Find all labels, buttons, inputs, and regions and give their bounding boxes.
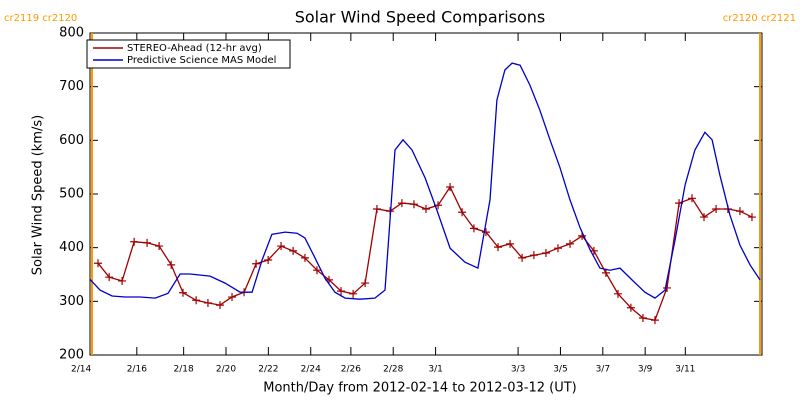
series-marker bbox=[143, 238, 152, 247]
y-axis-label: Solar Wind Speed (km/s) bbox=[31, 115, 46, 275]
series-marker bbox=[167, 260, 176, 269]
y-tick-label: 200 bbox=[59, 348, 84, 363]
series-marker bbox=[638, 313, 647, 322]
series-marker bbox=[361, 279, 370, 288]
series-marker bbox=[155, 242, 164, 251]
series-marker bbox=[541, 249, 550, 258]
series-marker bbox=[300, 253, 309, 262]
x-tick-label: 3/11 bbox=[675, 365, 695, 375]
x-tick-label: 2/16 bbox=[127, 365, 147, 375]
series-marker bbox=[130, 237, 139, 246]
carrington-label: cr2119 cr2120 bbox=[4, 13, 77, 24]
series-marker bbox=[178, 288, 187, 297]
series-marker bbox=[481, 228, 490, 237]
y-tick-label: 400 bbox=[59, 240, 84, 255]
series-marker bbox=[118, 276, 127, 285]
x-tick-label: 2/22 bbox=[258, 365, 278, 375]
series-marker bbox=[529, 251, 538, 260]
series-marker bbox=[264, 256, 273, 265]
series-marker bbox=[203, 298, 212, 307]
series-marker bbox=[349, 289, 358, 298]
series-marker bbox=[626, 303, 635, 312]
x-tick-label: 2/14 bbox=[71, 365, 91, 375]
series-marker bbox=[422, 205, 430, 214]
series-marker bbox=[372, 205, 381, 214]
y-tick-label: 800 bbox=[59, 26, 84, 41]
carrington-label: cr2120 cr2121 bbox=[723, 13, 796, 24]
series-marker bbox=[105, 273, 114, 282]
series-marker bbox=[458, 208, 467, 217]
legend: STEREO-Ahead (12-hr avg)Predictive Scien… bbox=[86, 39, 291, 69]
x-tick-label: 3/1 bbox=[428, 365, 442, 375]
series-line bbox=[89, 62, 761, 300]
x-tick-label: 3/5 bbox=[553, 365, 567, 375]
x-tick-label: 2/20 bbox=[216, 365, 236, 375]
series-marker bbox=[650, 316, 659, 325]
series-marker bbox=[613, 289, 622, 298]
series-marker bbox=[469, 224, 478, 233]
series-marker bbox=[601, 268, 610, 277]
series-marker bbox=[494, 243, 503, 252]
legend-label: Predictive Science MAS Model bbox=[127, 55, 276, 66]
series-marker bbox=[663, 283, 672, 292]
chart-title: Solar Wind Speed Comparisons bbox=[295, 8, 546, 27]
series-marker bbox=[409, 200, 418, 209]
x-axis-label: Month/Day from 2012-02-14 to 2012-03-12 … bbox=[263, 381, 576, 396]
series-marker bbox=[397, 199, 406, 208]
series-marker bbox=[700, 213, 709, 222]
y-tick-label: 500 bbox=[59, 187, 84, 202]
x-tick-label: 2/18 bbox=[174, 365, 194, 375]
series-marker bbox=[566, 239, 575, 248]
series-marker bbox=[735, 207, 744, 216]
series-marker bbox=[192, 296, 201, 305]
y-tick-label: 600 bbox=[59, 133, 84, 148]
series-marker bbox=[289, 246, 298, 255]
series-marker bbox=[747, 213, 756, 222]
series-marker bbox=[506, 239, 515, 248]
x-tick-label: 3/7 bbox=[596, 365, 610, 375]
legend-label: STEREO-Ahead (12-hr avg) bbox=[127, 43, 262, 54]
series-marker bbox=[712, 205, 721, 214]
y-tick-label: 300 bbox=[59, 294, 84, 309]
legend-box bbox=[86, 39, 291, 69]
series-marker bbox=[94, 259, 103, 268]
x-tick-label: 2/28 bbox=[383, 365, 403, 375]
series-marker bbox=[553, 244, 562, 253]
series-marker bbox=[215, 301, 224, 310]
series-marker bbox=[312, 266, 321, 275]
series-marker bbox=[518, 253, 527, 262]
series-marker bbox=[277, 242, 286, 251]
x-tick-label: 3/9 bbox=[638, 365, 653, 375]
series-marker bbox=[337, 287, 346, 296]
series-marker bbox=[228, 293, 237, 302]
x-tick-label: 2/24 bbox=[301, 365, 321, 375]
x-tick-label: 3/3 bbox=[511, 365, 525, 375]
series-marker bbox=[687, 194, 696, 203]
series-marker bbox=[252, 259, 261, 268]
x-tick-label: 2/26 bbox=[341, 365, 361, 375]
y-tick-label: 700 bbox=[59, 79, 84, 94]
series-marker bbox=[446, 183, 455, 192]
